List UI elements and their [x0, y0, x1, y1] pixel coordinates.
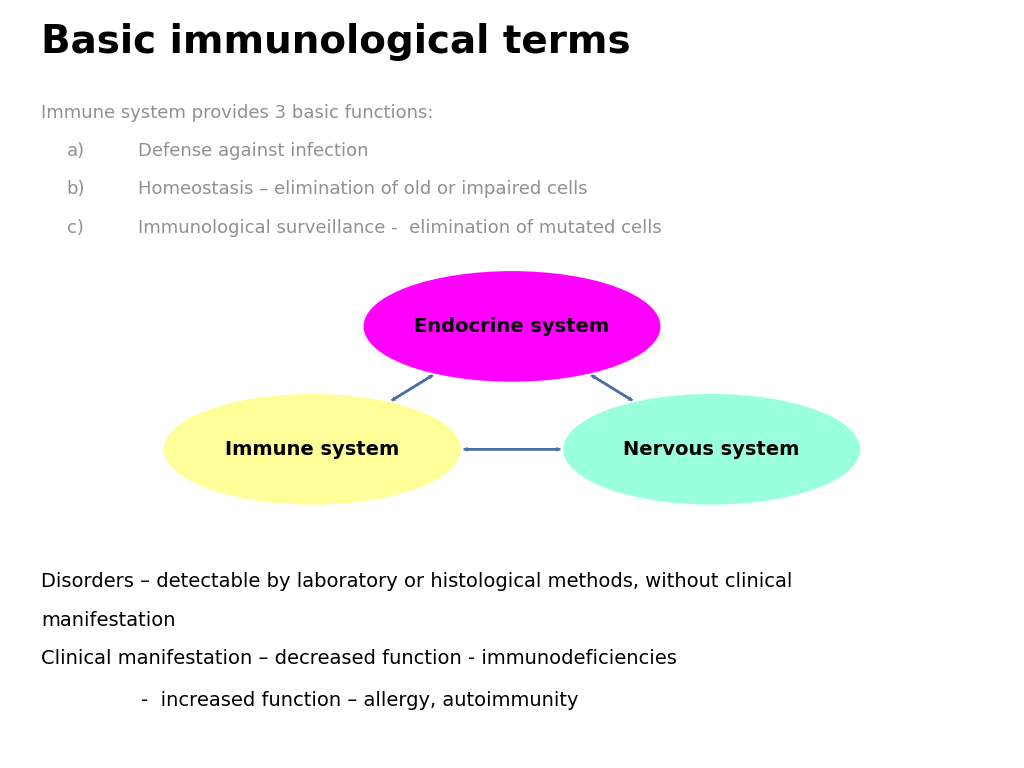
Text: Homeostasis – elimination of old or impaired cells: Homeostasis – elimination of old or impa…	[138, 180, 588, 198]
Ellipse shape	[364, 271, 660, 382]
Text: -  increased function – allergy, autoimmunity: - increased function – allergy, autoimmu…	[41, 691, 579, 710]
Text: b): b)	[67, 180, 85, 198]
FancyArrowPatch shape	[591, 374, 633, 401]
Text: a): a)	[67, 142, 85, 160]
Text: Basic immunological terms: Basic immunological terms	[41, 23, 631, 61]
FancyArrowPatch shape	[391, 375, 433, 402]
Text: Immune system: Immune system	[225, 440, 399, 458]
Text: Immunological surveillance -  elimination of mutated cells: Immunological surveillance - elimination…	[138, 219, 662, 237]
Ellipse shape	[164, 394, 461, 505]
Text: Disorders – detectable by laboratory or histological methods, without clinical: Disorders – detectable by laboratory or …	[41, 572, 793, 591]
Text: Endocrine system: Endocrine system	[415, 317, 609, 336]
Text: Immune system provides 3 basic functions:: Immune system provides 3 basic functions…	[41, 104, 433, 121]
Text: manifestation: manifestation	[41, 611, 175, 630]
Text: Defense against infection: Defense against infection	[138, 142, 369, 160]
Ellipse shape	[563, 394, 860, 505]
FancyArrowPatch shape	[464, 447, 560, 452]
Text: Nervous system: Nervous system	[624, 440, 800, 458]
FancyArrowPatch shape	[391, 374, 433, 401]
FancyArrowPatch shape	[591, 375, 633, 402]
Text: Clinical manifestation – decreased function - immunodeficiencies: Clinical manifestation – decreased funct…	[41, 649, 677, 668]
Text: c): c)	[67, 219, 83, 237]
FancyArrowPatch shape	[464, 447, 560, 452]
